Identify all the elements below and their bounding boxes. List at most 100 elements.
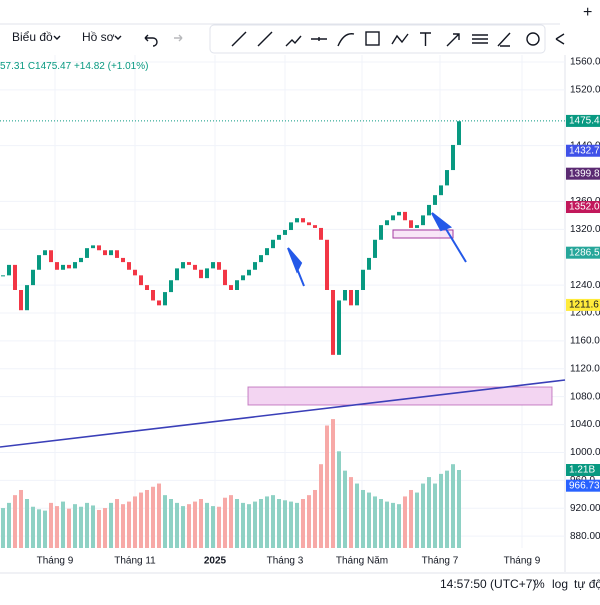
x-tick-label: Tháng 11 bbox=[114, 556, 156, 567]
candle bbox=[289, 222, 293, 231]
volume-bar bbox=[385, 501, 389, 548]
volume-bar bbox=[145, 489, 149, 548]
auto-toggle[interactable]: tự độn bbox=[574, 577, 600, 591]
candle bbox=[79, 257, 83, 263]
y-tick-label: 1560.00 bbox=[570, 57, 600, 68]
volume-bar bbox=[121, 504, 125, 548]
volume-bar bbox=[133, 496, 137, 548]
candle bbox=[331, 289, 335, 355]
volume-bar bbox=[223, 497, 227, 548]
candle bbox=[241, 275, 245, 281]
candle bbox=[397, 211, 401, 216]
volume-bar bbox=[157, 483, 161, 548]
candle bbox=[145, 285, 149, 290]
volume-bar bbox=[403, 496, 407, 548]
y-tick-label: 880.00 bbox=[570, 531, 600, 542]
tool-line[interactable] bbox=[231, 31, 247, 47]
volume-bar bbox=[271, 495, 275, 548]
volume-bar bbox=[433, 483, 437, 548]
volume-bar bbox=[109, 502, 113, 548]
drawing-tools bbox=[231, 31, 540, 47]
tool-fib[interactable] bbox=[472, 34, 488, 44]
drawing-toolbar bbox=[209, 24, 546, 54]
menu-chart[interactable]: Biểu đồ bbox=[12, 30, 53, 44]
candle bbox=[295, 218, 299, 223]
price-label: 1352.0 bbox=[569, 202, 600, 213]
volume-bar bbox=[457, 470, 461, 548]
candle bbox=[343, 289, 347, 301]
candle bbox=[271, 239, 275, 249]
price-label-box bbox=[566, 246, 600, 259]
candle bbox=[199, 269, 203, 279]
volume-bar bbox=[55, 506, 59, 548]
tool-circle[interactable] bbox=[526, 32, 540, 46]
volume-bar bbox=[367, 492, 371, 548]
percent-toggle[interactable]: % bbox=[534, 577, 545, 591]
legend-close: C1475.47 bbox=[28, 61, 72, 72]
tool-measure[interactable] bbox=[497, 32, 511, 47]
candle bbox=[67, 264, 71, 269]
tool-ray[interactable] bbox=[257, 31, 273, 47]
share[interactable] bbox=[555, 33, 565, 45]
candle bbox=[115, 250, 119, 258]
candle bbox=[385, 220, 389, 226]
candle bbox=[253, 262, 257, 270]
tool-channel[interactable] bbox=[285, 35, 302, 47]
volume-bar bbox=[13, 495, 17, 548]
arrow-annotation bbox=[431, 212, 467, 263]
x-tick-label: Tháng 7 bbox=[422, 556, 459, 567]
volume-bar bbox=[361, 489, 365, 548]
tool-arrow[interactable] bbox=[446, 33, 460, 47]
price-label-box bbox=[566, 144, 600, 157]
volume-bar bbox=[247, 504, 251, 548]
candle bbox=[265, 248, 269, 256]
volume-bar bbox=[19, 489, 23, 548]
candle bbox=[1, 275, 5, 277]
tool-hline[interactable] bbox=[311, 37, 327, 41]
volume-bar bbox=[199, 499, 203, 548]
undo[interactable] bbox=[144, 34, 158, 47]
trendline bbox=[0, 379, 566, 448]
volume-bar bbox=[79, 506, 83, 548]
candle bbox=[229, 285, 233, 290]
volume-bar bbox=[277, 499, 281, 548]
volume-bar bbox=[331, 419, 335, 548]
price-label: 1286.5 bbox=[569, 247, 600, 258]
candle bbox=[91, 245, 95, 249]
x-tick-label: Tháng 9 bbox=[504, 556, 541, 567]
candle bbox=[205, 268, 209, 279]
volume-bar bbox=[91, 505, 95, 548]
volume-bar bbox=[253, 501, 257, 548]
volume-bar bbox=[343, 470, 347, 548]
candle bbox=[193, 264, 197, 270]
redo[interactable] bbox=[174, 34, 183, 42]
candle bbox=[361, 269, 365, 290]
tool-text[interactable] bbox=[420, 32, 431, 46]
price-label-box bbox=[566, 298, 600, 311]
volume-bar bbox=[49, 502, 53, 548]
candle bbox=[217, 262, 221, 270]
tool-brush[interactable] bbox=[337, 33, 355, 47]
arrow-annotation bbox=[287, 247, 305, 287]
price-label: 1432.7 bbox=[569, 145, 600, 156]
zone-box bbox=[247, 386, 553, 406]
volume-bar bbox=[379, 499, 383, 548]
volume-bar bbox=[295, 502, 299, 548]
price-label-box bbox=[566, 167, 600, 180]
y-tick-label: 1240.00 bbox=[570, 280, 600, 291]
candle bbox=[139, 275, 143, 286]
volume-bar bbox=[307, 495, 311, 548]
tool-rect[interactable] bbox=[365, 31, 380, 46]
candle bbox=[73, 262, 77, 269]
log-toggle[interactable]: log bbox=[552, 577, 568, 591]
volume-bar bbox=[1, 508, 5, 548]
tool-path[interactable] bbox=[391, 33, 409, 45]
price-label: 966.73 bbox=[569, 480, 600, 491]
candle bbox=[85, 248, 89, 258]
candle bbox=[403, 211, 407, 221]
volume-bar bbox=[181, 506, 185, 548]
add-tab[interactable]: + bbox=[583, 4, 592, 21]
menu-profile[interactable]: Hồ sơ bbox=[82, 30, 115, 44]
